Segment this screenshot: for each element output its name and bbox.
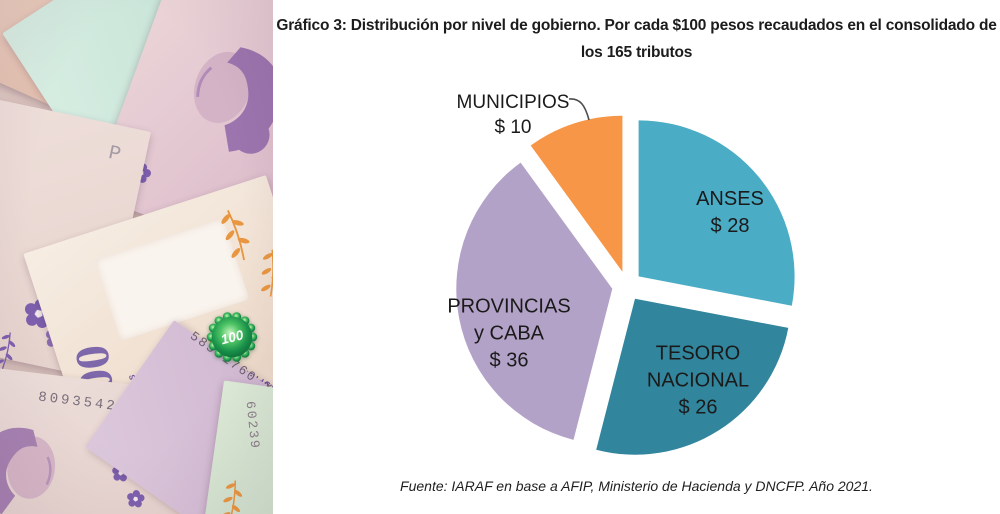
pie-label-municipios: MUNICIPIOS $ 10 [438,90,588,140]
pie-label-name: ANSES [696,188,764,210]
pie-label-tesoro-nacional: TESORO NACIONAL $ 26 [637,341,759,422]
pie-chart [456,98,795,455]
pie-label-value: $ 28 [710,215,750,237]
branch-icon [0,330,20,372]
portrait-eva-icon [175,34,273,165]
hologram-value: 100 [219,327,245,347]
pie-label-name: MUNICIPIOS [456,92,570,113]
branch-icon [218,478,246,514]
banknote-letter: P [106,141,123,167]
hologram-100-badge: 100 [206,312,258,362]
pie-slice-provincias-y-caba [456,162,613,440]
pie-label-value: $ 36 [489,349,529,372]
pie-slice-tesoro-nacional [596,298,789,455]
branch-icon [259,248,273,298]
pie-label-value: $ 10 [494,117,532,138]
pie-label-name: PROVINCIAS y CABA [447,295,571,345]
flower-icon [125,489,146,509]
banknotes-photo: BANCO CENTRAL DE LA REPUBLICA ARGENTINA … [0,0,273,514]
pie-label-name: TESORO NACIONAL [646,342,750,392]
pie-slice-municipios [530,115,623,272]
portrait-eva-icon [0,421,61,514]
chart-title: Gráfico 3: Distribución por nivel de gob… [276,17,997,61]
chart-area: Gráfico 3: Distribución por nivel de gob… [273,0,1000,514]
pie-label-provincias-caba: PROVINCIAS y CABA $ 36 [442,294,576,375]
chart-source: Fuente: IARAF en base a AFIP, Ministerio… [400,478,873,494]
pie-label-anses: ANSES $ 28 [670,186,790,240]
municipios-leader-line [568,98,590,121]
pie-label-value: $ 26 [678,396,718,419]
pie-slice-anses [638,120,795,306]
